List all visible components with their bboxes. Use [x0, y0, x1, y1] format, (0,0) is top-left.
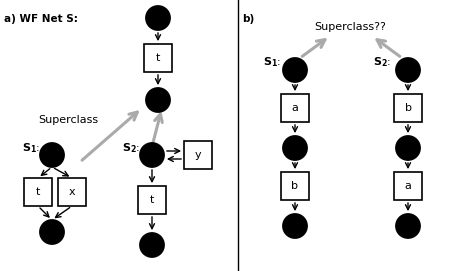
- Bar: [138, 186, 166, 214]
- Text: t: t: [150, 195, 154, 205]
- Text: b: b: [405, 103, 412, 113]
- Text: a: a: [405, 181, 412, 191]
- Text: t: t: [36, 187, 40, 197]
- Circle shape: [283, 214, 307, 238]
- Text: a: a: [292, 103, 298, 113]
- Text: b): b): [242, 14, 254, 24]
- Text: $\mathbf{S_1}$:: $\mathbf{S_1}$:: [22, 141, 40, 155]
- Circle shape: [396, 136, 420, 160]
- Text: t: t: [156, 53, 160, 63]
- Text: $\mathbf{S_2}$:: $\mathbf{S_2}$:: [373, 55, 391, 69]
- Circle shape: [396, 58, 420, 82]
- Bar: [394, 94, 422, 122]
- Text: $\mathbf{S_2}$:: $\mathbf{S_2}$:: [122, 141, 140, 155]
- Bar: [394, 172, 422, 200]
- Circle shape: [140, 233, 164, 257]
- Circle shape: [283, 136, 307, 160]
- Text: Superclass: Superclass: [38, 115, 98, 125]
- Bar: [58, 178, 86, 206]
- Text: y: y: [194, 150, 202, 160]
- Text: a) WF Net S:: a) WF Net S:: [4, 14, 78, 24]
- Text: b: b: [292, 181, 298, 191]
- Text: Superclass??: Superclass??: [314, 22, 386, 32]
- Circle shape: [140, 143, 164, 167]
- Circle shape: [146, 88, 170, 112]
- Circle shape: [396, 214, 420, 238]
- Bar: [184, 141, 212, 169]
- Bar: [281, 94, 309, 122]
- Bar: [281, 172, 309, 200]
- Circle shape: [40, 220, 64, 244]
- Bar: [144, 44, 172, 72]
- Text: x: x: [69, 187, 76, 197]
- Circle shape: [283, 58, 307, 82]
- Text: $\mathbf{S_1}$:: $\mathbf{S_1}$:: [263, 55, 281, 69]
- Circle shape: [146, 6, 170, 30]
- Circle shape: [40, 143, 64, 167]
- Bar: [24, 178, 52, 206]
